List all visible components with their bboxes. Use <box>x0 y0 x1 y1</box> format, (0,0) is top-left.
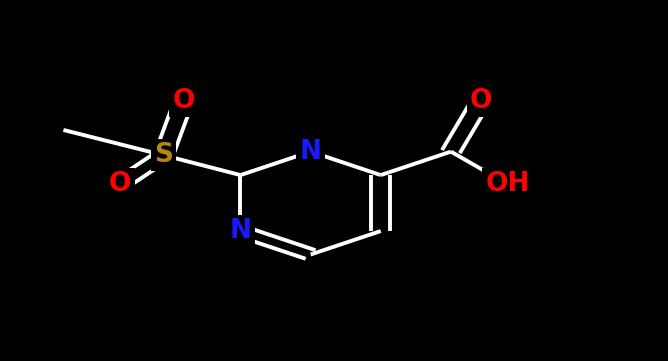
Text: S: S <box>154 142 173 168</box>
Text: OH: OH <box>486 171 530 197</box>
Text: O: O <box>470 88 492 114</box>
Text: N: N <box>230 218 251 244</box>
Text: N: N <box>300 139 321 165</box>
Text: O: O <box>172 88 195 114</box>
Text: O: O <box>109 171 132 197</box>
